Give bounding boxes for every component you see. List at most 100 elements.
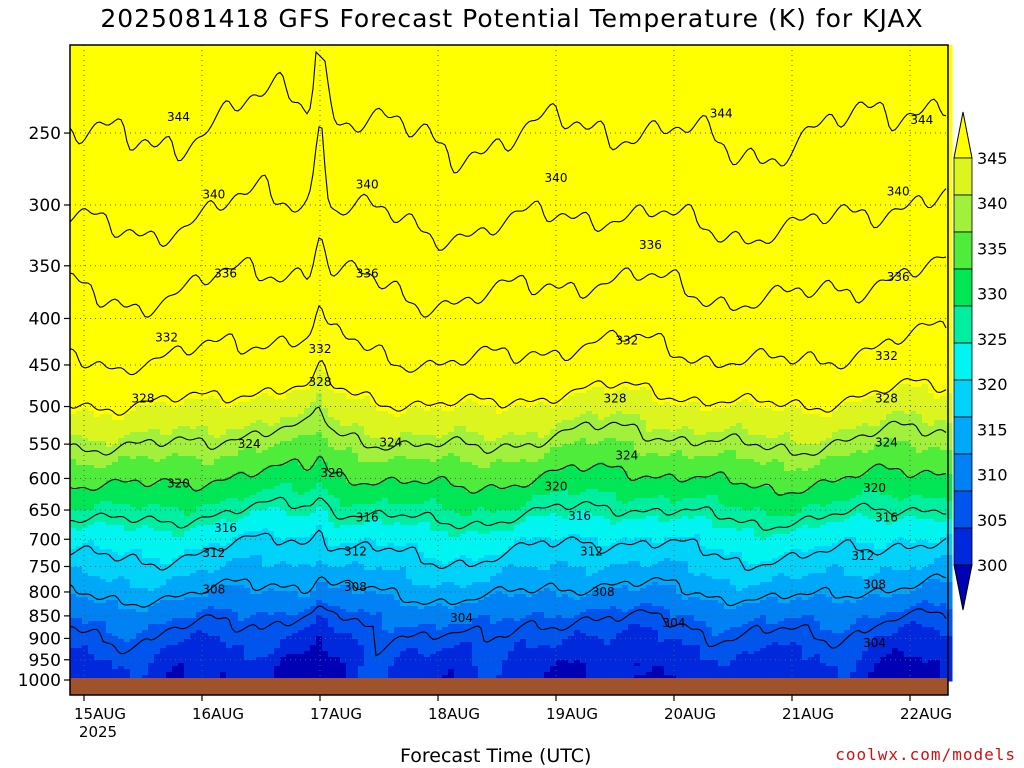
field-cell [106,66,113,70]
field-cell [154,420,161,424]
field-cell [160,78,167,82]
field-cell [106,210,113,214]
field-cell [136,672,143,676]
field-cell [178,219,185,223]
field-cell [112,111,119,115]
field-cell [172,402,179,406]
field-cell [88,240,95,244]
field-cell [106,207,113,211]
field-cell [178,342,185,346]
field-cell [142,270,149,274]
field-cell [70,465,77,469]
field-cell [166,150,173,154]
field-cell [130,612,137,616]
field-cell [178,276,185,280]
field-cell [184,384,191,388]
field-cell [70,159,77,163]
field-cell [172,498,179,502]
field-cell [148,222,155,226]
field-cell [70,618,77,622]
field-cell [154,630,161,634]
field-cell [142,111,149,115]
field-cell [118,81,125,85]
field-cell [70,543,77,547]
field-cell [184,246,191,250]
field-cell [148,282,155,286]
field-cell [106,63,113,67]
field-cell [184,258,191,262]
field-cell [130,273,137,277]
field-cell [94,642,101,646]
field-cell [166,459,173,463]
field-cell [160,411,167,415]
field-cell [118,642,125,646]
field-cell [160,216,167,220]
field-cell [166,576,173,580]
field-cell [88,390,95,394]
field-cell [166,51,173,55]
field-cell [88,327,95,331]
field-cell [100,273,107,277]
field-cell [112,327,119,331]
field-cell [118,630,125,634]
field-cell [178,99,185,103]
field-cell [124,582,131,586]
field-cell [82,216,89,220]
field-cell [82,81,89,85]
field-cell [118,426,125,430]
field-cell [100,252,107,256]
field-cell [88,105,95,109]
field-cell [100,540,107,544]
field-cell [160,351,167,355]
field-cell [130,663,137,667]
field-cell [154,462,161,466]
field-cell [124,51,131,55]
field-cell [160,540,167,544]
field-cell [148,348,155,352]
field-cell [118,222,125,226]
field-cell [100,417,107,421]
field-cell [70,321,77,325]
field-cell [94,438,101,442]
field-cell [154,609,161,613]
field-cell [160,636,167,640]
field-cell [178,147,185,151]
field-cell [172,501,179,505]
field-cell [154,438,161,442]
field-cell [76,600,83,604]
field-cell [178,405,185,409]
field-cell [142,633,149,637]
field-cell [178,258,185,262]
field-cell [130,234,137,238]
field-cell [142,147,149,151]
field-cell [106,240,113,244]
field-cell [154,153,161,157]
field-cell [106,618,113,622]
field-cell [166,69,173,73]
field-cell [166,300,173,304]
field-cell [88,510,95,514]
field-cell [100,519,107,523]
field-cell [154,468,161,472]
field-cell [76,225,83,229]
field-cell [154,117,161,121]
field-cell [82,579,89,583]
field-cell [100,567,107,571]
field-cell [82,174,89,178]
field-cell [184,54,191,58]
field-cell [136,66,143,70]
field-cell [106,390,113,394]
field-cell [88,654,95,658]
field-cell [154,255,161,259]
field-cell [112,201,119,205]
field-cell [136,612,143,616]
field-cell [136,165,143,169]
field-cell [184,357,191,361]
field-cell [112,255,119,259]
field-cell [148,90,155,94]
field-cell [166,87,173,91]
field-cell [88,648,95,652]
field-cell [154,498,161,502]
field-cell [112,72,119,76]
field-cell [136,210,143,214]
